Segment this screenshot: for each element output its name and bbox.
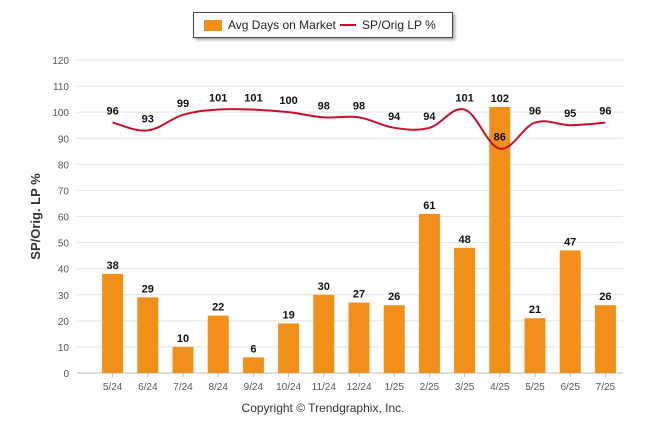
x-tick-label: 5/24 <box>103 382 123 393</box>
x-tick-label: 3/25 <box>455 382 475 393</box>
y-tick-label: 80 <box>58 160 70 171</box>
bar <box>594 305 616 373</box>
y-tick-label: 110 <box>53 82 69 93</box>
bar <box>102 273 124 373</box>
bar <box>207 315 229 373</box>
y-tick-label: 90 <box>58 134 70 145</box>
data-labels: 38 29 10 22 6 19 30 27 26 61 48 102 21 47 26 96 93 99 101 1… <box>106 93 611 356</box>
line-value-label: 98 <box>318 100 330 112</box>
bar <box>383 305 405 373</box>
bar-value-label: 38 <box>106 260 118 272</box>
bar-value-label: 47 <box>564 236 576 248</box>
y-tick-label: 20 <box>58 317 70 328</box>
line-value-label: 96 <box>529 106 541 118</box>
line-value-label: 100 <box>279 95 297 107</box>
bar-value-label: 6 <box>250 343 256 355</box>
x-tick-label: 6/24 <box>138 382 158 393</box>
y-axis-ticks: 0 10 20 30 40 50 60 70 80 90 100 110 120 <box>52 56 69 380</box>
y-tick-label: 50 <box>58 239 70 250</box>
bar <box>348 302 370 373</box>
line-value-label: 101 <box>244 93 262 105</box>
bar-value-label: 10 <box>177 333 189 345</box>
y-tick-label: 10 <box>58 343 70 354</box>
line-value-label: 99 <box>177 98 189 110</box>
line-value-label: 96 <box>599 106 611 118</box>
x-tick-label: 4/25 <box>490 382 510 393</box>
line-value-label: 101 <box>455 93 473 105</box>
y-tick-label: 0 <box>63 369 69 380</box>
y-tick-label: 40 <box>58 265 70 276</box>
bar <box>524 318 546 373</box>
y-tick-label: 60 <box>58 213 70 224</box>
bar-value-label: 48 <box>458 234 470 246</box>
x-tick-label: 5/25 <box>525 382 545 393</box>
x-tick-label: 11/24 <box>312 382 337 393</box>
x-tick-label: 6/25 <box>560 382 580 393</box>
bar <box>489 106 511 373</box>
bar-value-label: 61 <box>423 200 435 212</box>
line-path <box>112 108 606 150</box>
bar-series <box>102 106 616 373</box>
y-axis-title: SP/Orig. LP % <box>28 173 43 260</box>
legend-bar-label: Avg Days on Market <box>228 18 336 32</box>
y-tick-label: 30 <box>58 291 70 302</box>
bar-value-label: 26 <box>599 291 611 303</box>
line-value-label: 96 <box>106 106 118 118</box>
line-series <box>112 108 606 150</box>
legend-line-label: SP/Orig LP % <box>362 18 436 32</box>
x-tick-label: 2/25 <box>420 382 440 393</box>
legend-bar-swatch <box>204 20 222 31</box>
x-tick-label: 7/25 <box>596 382 616 393</box>
bar-value-label: 19 <box>282 309 294 321</box>
x-tick-label: 9/24 <box>244 382 264 393</box>
bar <box>559 250 581 373</box>
bar <box>242 357 264 373</box>
legend-line-swatch <box>340 24 356 26</box>
x-tick-label: 1/25 <box>384 382 404 393</box>
line-value-label: 95 <box>564 108 576 120</box>
bar <box>137 297 159 373</box>
bar-value-label: 29 <box>142 283 154 295</box>
grid-lines <box>77 59 623 374</box>
y-tick-label: 70 <box>58 186 70 197</box>
x-tick-label: 7/24 <box>173 382 193 393</box>
bar-value-label: 30 <box>318 281 330 293</box>
x-tick-label: 12/24 <box>346 382 371 393</box>
line-value-label: 101 <box>209 93 227 105</box>
bar <box>172 346 194 373</box>
x-axis-ticks: 5/24 6/24 7/24 8/24 9/24 10/24 11/24 12/24 1/25 2… <box>103 373 616 393</box>
bar-value-label: 21 <box>529 304 541 316</box>
line-value-label: 86 <box>494 132 506 144</box>
bar <box>278 323 300 373</box>
bar-value-label: 26 <box>388 291 400 303</box>
x-tick-label: 10/24 <box>276 382 301 393</box>
y-tick-label: 120 <box>52 56 69 67</box>
y-tick-label: 100 <box>52 108 69 119</box>
line-value-label: 98 <box>353 100 365 112</box>
bar-value-label: 102 <box>491 93 509 105</box>
line-value-label: 94 <box>388 111 401 123</box>
bar <box>313 294 335 373</box>
copyright-text: Copyright © Trendgraphix, Inc. <box>241 401 405 415</box>
bar <box>454 247 476 373</box>
bar-value-label: 27 <box>353 289 365 301</box>
bar <box>418 213 440 373</box>
bar-value-label: 22 <box>212 302 224 314</box>
x-tick-label: 8/24 <box>208 382 228 393</box>
line-value-label: 94 <box>423 111 436 123</box>
legend: Avg Days on Market SP/Orig LP % <box>193 12 453 38</box>
line-value-label: 93 <box>142 113 154 125</box>
